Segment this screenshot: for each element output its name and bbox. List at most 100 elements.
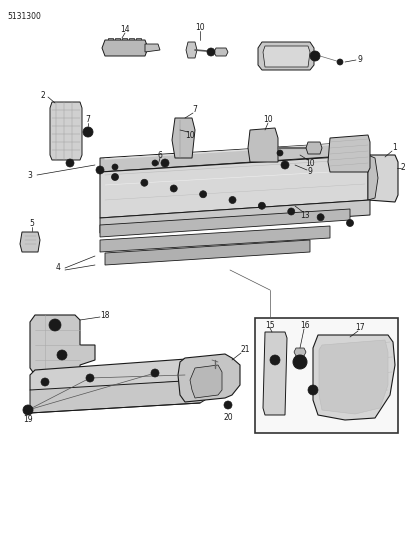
Polygon shape bbox=[172, 118, 195, 158]
Text: 21: 21 bbox=[240, 345, 250, 354]
Polygon shape bbox=[50, 102, 82, 160]
Circle shape bbox=[86, 374, 94, 382]
Polygon shape bbox=[100, 209, 350, 237]
Circle shape bbox=[346, 220, 353, 227]
Circle shape bbox=[348, 222, 352, 224]
Text: 3: 3 bbox=[28, 171, 33, 180]
Polygon shape bbox=[248, 128, 278, 162]
Text: 20: 20 bbox=[223, 414, 233, 423]
Circle shape bbox=[337, 59, 343, 65]
Text: 13: 13 bbox=[300, 211, 310, 220]
Polygon shape bbox=[122, 38, 127, 55]
Polygon shape bbox=[105, 240, 310, 265]
Text: 5: 5 bbox=[29, 220, 34, 229]
Circle shape bbox=[277, 150, 283, 156]
Circle shape bbox=[96, 166, 104, 174]
Circle shape bbox=[60, 352, 64, 358]
Text: 6: 6 bbox=[157, 150, 162, 159]
Polygon shape bbox=[186, 42, 197, 58]
Circle shape bbox=[258, 202, 265, 209]
Polygon shape bbox=[328, 135, 370, 172]
Text: 7: 7 bbox=[86, 116, 91, 125]
Circle shape bbox=[153, 371, 157, 375]
Circle shape bbox=[113, 166, 117, 168]
Circle shape bbox=[172, 187, 175, 190]
Text: 9: 9 bbox=[308, 167, 313, 176]
Circle shape bbox=[288, 208, 295, 215]
Circle shape bbox=[153, 161, 157, 165]
Polygon shape bbox=[100, 155, 370, 218]
Circle shape bbox=[279, 151, 282, 155]
Text: 2: 2 bbox=[401, 164, 406, 173]
Circle shape bbox=[293, 355, 307, 369]
Polygon shape bbox=[30, 358, 205, 392]
Circle shape bbox=[163, 161, 167, 165]
Circle shape bbox=[112, 164, 118, 170]
Circle shape bbox=[143, 181, 146, 184]
Circle shape bbox=[296, 358, 304, 366]
Circle shape bbox=[83, 127, 93, 137]
Circle shape bbox=[231, 198, 234, 201]
Circle shape bbox=[281, 161, 289, 169]
Circle shape bbox=[141, 179, 148, 186]
Polygon shape bbox=[136, 38, 141, 55]
Circle shape bbox=[49, 319, 61, 331]
Circle shape bbox=[98, 168, 102, 172]
Polygon shape bbox=[20, 232, 40, 252]
Circle shape bbox=[270, 355, 280, 365]
Circle shape bbox=[290, 210, 293, 213]
Polygon shape bbox=[102, 40, 148, 56]
Polygon shape bbox=[263, 46, 310, 67]
Circle shape bbox=[207, 48, 215, 56]
Text: 2: 2 bbox=[41, 91, 45, 100]
Polygon shape bbox=[294, 348, 306, 356]
Polygon shape bbox=[100, 200, 370, 233]
Circle shape bbox=[200, 191, 206, 198]
Circle shape bbox=[111, 174, 118, 181]
Text: 7: 7 bbox=[193, 106, 197, 115]
Polygon shape bbox=[319, 340, 388, 414]
Text: 10: 10 bbox=[195, 23, 205, 33]
Polygon shape bbox=[306, 142, 322, 154]
Circle shape bbox=[319, 216, 322, 219]
Circle shape bbox=[152, 160, 158, 166]
Polygon shape bbox=[214, 48, 228, 56]
Text: 1: 1 bbox=[392, 143, 397, 152]
Text: 10: 10 bbox=[263, 116, 273, 125]
Text: 18: 18 bbox=[100, 311, 110, 319]
Text: 10: 10 bbox=[305, 158, 315, 167]
Circle shape bbox=[283, 163, 287, 167]
Polygon shape bbox=[108, 38, 113, 55]
Circle shape bbox=[317, 214, 324, 221]
Polygon shape bbox=[30, 380, 205, 413]
Text: 9: 9 bbox=[357, 55, 362, 64]
Circle shape bbox=[260, 204, 264, 207]
Circle shape bbox=[209, 50, 213, 54]
Circle shape bbox=[43, 380, 47, 384]
Text: 10: 10 bbox=[185, 131, 195, 140]
Circle shape bbox=[25, 408, 31, 413]
Polygon shape bbox=[368, 155, 398, 202]
Polygon shape bbox=[100, 142, 360, 172]
Polygon shape bbox=[145, 44, 160, 52]
Circle shape bbox=[113, 175, 117, 179]
Text: 15: 15 bbox=[265, 320, 275, 329]
Text: 17: 17 bbox=[355, 324, 365, 333]
Circle shape bbox=[170, 185, 177, 192]
Polygon shape bbox=[313, 335, 395, 420]
Circle shape bbox=[229, 197, 236, 204]
Circle shape bbox=[202, 193, 205, 196]
Circle shape bbox=[86, 130, 91, 134]
Polygon shape bbox=[258, 42, 314, 70]
Circle shape bbox=[66, 159, 74, 167]
Circle shape bbox=[310, 51, 320, 61]
Circle shape bbox=[52, 322, 58, 328]
Circle shape bbox=[224, 401, 232, 409]
Bar bbox=[255, 318, 398, 433]
Polygon shape bbox=[190, 365, 222, 398]
Polygon shape bbox=[129, 38, 134, 55]
Text: 5131300: 5131300 bbox=[7, 12, 41, 21]
Circle shape bbox=[226, 403, 230, 407]
Polygon shape bbox=[100, 226, 330, 252]
Circle shape bbox=[41, 378, 49, 386]
